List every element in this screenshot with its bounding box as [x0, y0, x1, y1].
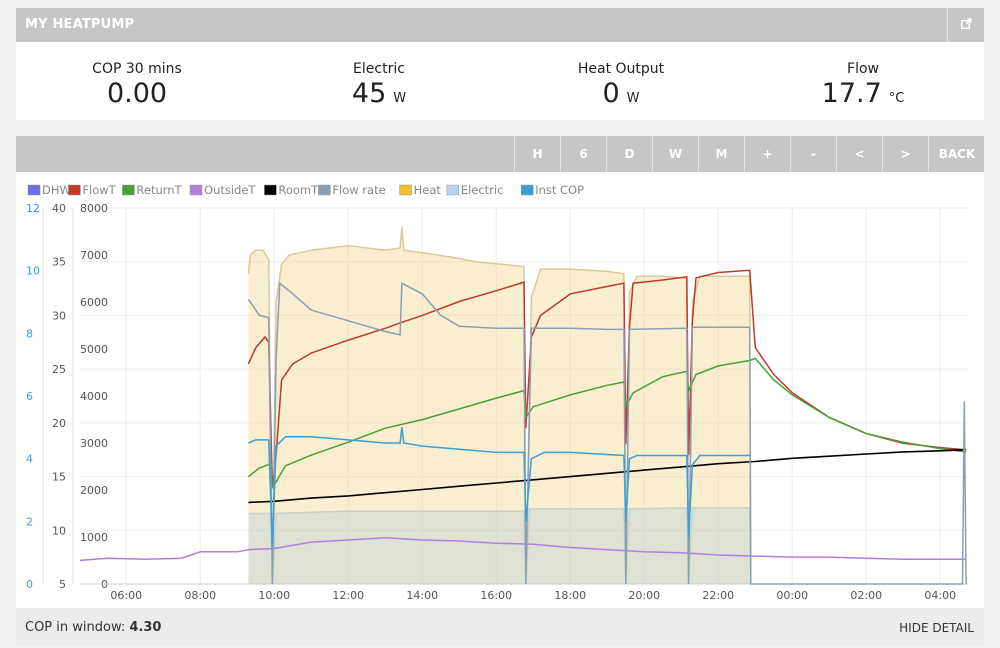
flowt-line [247, 269, 967, 488]
stat-number: 45 [351, 78, 387, 109]
x-axis-tick: 02:00 [850, 589, 882, 602]
legend-label: Flow rate [332, 183, 385, 197]
legend-label: RoomT [278, 183, 319, 197]
stat-value: 17.7 °C [742, 78, 984, 109]
range-day-button[interactable]: D [606, 136, 652, 172]
legend-swatch [68, 184, 81, 196]
pan-left-button[interactable]: < [836, 136, 882, 172]
flow-rate-line [247, 281, 967, 585]
legend-label: Heat [414, 183, 442, 197]
range-6h-button[interactable]: 6 [560, 136, 606, 172]
x-axis-tick: 04:00 [924, 589, 956, 602]
stat-label: Electric [353, 61, 405, 77]
external-link-icon[interactable] [947, 8, 984, 42]
power-axis-tick: 7000 [80, 249, 108, 262]
back-button[interactable]: BACK [928, 136, 985, 172]
roomt-line [248, 448, 967, 504]
stat-value: 0.00 [16, 78, 258, 109]
external-link-icon-glyph [960, 18, 972, 29]
temp-axis-tick: 20 [52, 417, 66, 430]
cop-axis-tick: 0 [26, 578, 33, 591]
outsidet-line [79, 537, 967, 562]
stat-label: Heat Output [577, 61, 665, 77]
x-axis-tick: 18:00 [554, 589, 586, 602]
x-axis-tick: 00:00 [776, 589, 808, 602]
legend-swatch [520, 184, 534, 196]
stat-value: 45 W [258, 78, 500, 109]
stats-panel: COP 30 mins 0.00 Electric 45 W Heat Outpu… [16, 42, 984, 120]
power-axis-tick: 8000 [80, 202, 108, 215]
power-axis-tick: 3000 [80, 437, 108, 450]
app-title: MY HEATPUMP [25, 17, 135, 32]
zoom-in-button[interactable]: + [744, 136, 790, 172]
chart-panel: DHW FlowT ReturnT OutsideT RoomT Flow rate Hea… [16, 172, 984, 608]
pan-right-button[interactable]: > [882, 136, 928, 172]
power-axis-tick: 2000 [80, 484, 108, 497]
legend-swatch [264, 184, 277, 196]
power-axis-tick: 6000 [80, 296, 108, 309]
cop-axis-tick: 10 [26, 265, 40, 278]
legend-swatch [318, 184, 331, 196]
hide-detail-button[interactable]: HIDE DETAIL [899, 621, 974, 635]
legend-label: Inst COP [535, 183, 584, 197]
x-axis-tick: 22:00 [702, 589, 734, 602]
temp-axis-tick: 25 [52, 363, 66, 376]
legend-label: FlowT [82, 183, 116, 197]
stat-label: Flow [847, 61, 879, 77]
x-axis-tick: 16:00 [480, 589, 512, 602]
legend-swatch [27, 184, 41, 196]
temp-axis-tick: 10 [52, 524, 66, 537]
cop-in-window: COP in window: 4.30 [25, 620, 161, 635]
cop-window-value: 4.30 [129, 620, 162, 635]
x-axis-tick: 10:00 [258, 589, 290, 602]
temp-axis-tick: 5 [59, 578, 66, 591]
stat-unit: W [626, 91, 640, 106]
time-range-toolbar: H 6 D W M + - < > BACK [16, 136, 984, 172]
cop-axis-tick: 6 [26, 390, 33, 403]
stat-label: COP 30 mins [92, 61, 182, 77]
temp-axis-tick: 40 [52, 202, 66, 215]
cop-axis-tick: 12 [26, 202, 40, 215]
temp-axis-tick: 35 [52, 256, 66, 269]
electric-line [248, 507, 752, 585]
returnt-line [247, 357, 967, 490]
legend-label: Electric [461, 183, 504, 197]
stat-number: 0.00 [106, 78, 168, 109]
stat-number: 17.7 [821, 78, 882, 109]
stat-unit: W [393, 91, 407, 106]
power-axis-tick: 1000 [80, 531, 108, 544]
cop-axis-tick: 8 [26, 327, 33, 340]
power-axis-tick: 4000 [80, 390, 108, 403]
x-axis-tick: 14:00 [406, 589, 438, 602]
legend-swatch [399, 184, 412, 196]
x-axis-tick: 06:00 [110, 589, 142, 602]
electric-area [248, 507, 751, 584]
legend-swatch [446, 184, 460, 196]
range-hour-button[interactable]: H [514, 136, 560, 172]
stat-unit: °C [888, 91, 905, 106]
range-month-button[interactable]: M [698, 136, 744, 172]
stat-number: 0 [602, 78, 620, 109]
legend-swatch [189, 184, 203, 196]
inst-cop-line [248, 427, 750, 547]
legend-swatch [122, 184, 135, 196]
temp-axis-tick: 15 [52, 471, 66, 484]
cop-window-label: COP in window: [25, 620, 126, 635]
legend-label: DHW [42, 183, 71, 197]
cop-axis-tick: 2 [26, 515, 33, 528]
x-axis-tick: 12:00 [332, 589, 364, 602]
history-chart[interactable]: DHW FlowT ReturnT OutsideT RoomT Flow rate Hea… [16, 172, 984, 608]
legend-label: ReturnT [136, 183, 182, 197]
range-week-button[interactable]: W [652, 136, 698, 172]
zoom-out-button[interactable]: - [790, 136, 836, 172]
x-axis-tick: 20:00 [628, 589, 660, 602]
temp-axis-tick: 30 [52, 309, 66, 322]
x-axis-tick: 08:00 [184, 589, 216, 602]
footer-bar: COP in window: 4.30 HIDE DETAIL [16, 608, 984, 646]
power-axis-tick: 5000 [80, 343, 108, 356]
legend-label: OutsideT [204, 183, 256, 197]
cop-axis-tick: 4 [26, 453, 33, 466]
app-header: MY HEATPUMP [16, 8, 984, 42]
